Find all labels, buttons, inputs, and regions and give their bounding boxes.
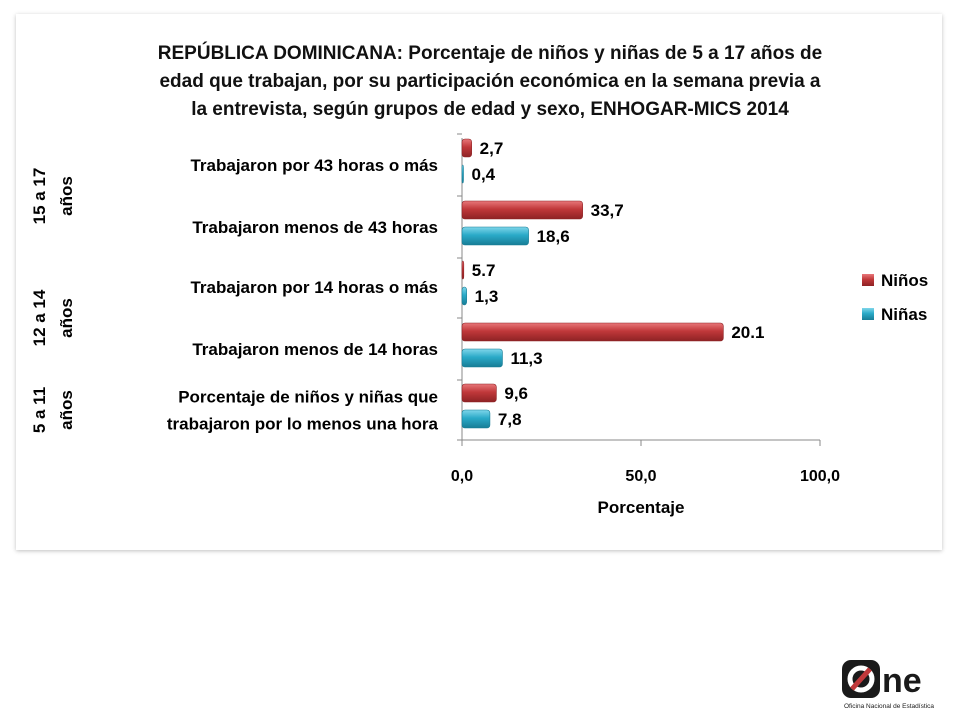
data-label-ninos: 2,7 bbox=[480, 139, 504, 158]
group-label: años bbox=[57, 176, 76, 216]
category-label: Porcentaje de niños y niñas que bbox=[178, 388, 438, 407]
category-label: trabajaron por lo menos una hora bbox=[167, 415, 439, 434]
bar-ninos bbox=[461, 138, 472, 158]
chart-title-line: REPÚBLICA DOMINICANA: Porcentaje de niño… bbox=[157, 43, 823, 64]
data-label-ninas: 11,3 bbox=[510, 349, 542, 368]
data-label-ninos: 33,7 bbox=[591, 201, 624, 220]
chart-title: REPÚBLICA DOMINICANA: Porcentaje de niño… bbox=[100, 40, 880, 124]
bar-ninos bbox=[461, 383, 497, 403]
svg-text:ne: ne bbox=[882, 662, 922, 700]
data-label-ninas: 7,8 bbox=[498, 410, 522, 429]
bar-ninas bbox=[461, 348, 503, 368]
legend-label: Niñas bbox=[881, 305, 927, 324]
group-label: 5 a 11 bbox=[30, 387, 49, 433]
bar-ninas bbox=[461, 286, 467, 306]
data-label-ninos: 20.1 bbox=[731, 323, 764, 342]
chart-title-line: edad que trabajan, por su participación … bbox=[159, 71, 821, 92]
bar-ninas bbox=[461, 409, 491, 429]
category-label: Trabajaron por 14 horas o más bbox=[190, 278, 438, 297]
data-label-ninos: 9,6 bbox=[504, 384, 528, 403]
data-label-ninas: 0,4 bbox=[472, 165, 496, 184]
legend-label: Niños bbox=[881, 271, 928, 290]
group-label: 12 a 14 bbox=[30, 289, 49, 346]
group-label: años bbox=[57, 298, 76, 338]
svg-text:Oficina Nacional de Estadístic: Oficina Nacional de Estadística bbox=[844, 703, 934, 710]
x-tick-label: 0,0 bbox=[451, 468, 473, 485]
data-label-ninas: 18,6 bbox=[537, 227, 570, 246]
bar-ninas bbox=[461, 226, 529, 246]
bar-ninos bbox=[461, 260, 465, 280]
x-axis-title: Porcentaje bbox=[598, 498, 685, 517]
group-label: 15 a 17 bbox=[30, 168, 49, 225]
chart-panel bbox=[16, 14, 942, 550]
x-tick-label: 100,0 bbox=[800, 468, 840, 485]
x-tick-label: 50,0 bbox=[625, 468, 656, 485]
legend-swatch bbox=[862, 308, 874, 320]
one-logo: ne Oficina Nacional de Estadística bbox=[840, 658, 940, 712]
bar-ninos bbox=[461, 322, 724, 342]
category-label: Trabajaron por 43 horas o más bbox=[190, 156, 438, 175]
legend-swatch bbox=[862, 274, 874, 286]
chart-title-line: la entrevista, según grupos de edad y se… bbox=[191, 99, 789, 120]
category-label: Trabajaron menos de 43 horas bbox=[192, 218, 438, 237]
data-label-ninas: 1,3 bbox=[475, 287, 499, 306]
bar-ninas bbox=[461, 164, 464, 184]
data-label-ninos: 5.7 bbox=[472, 261, 496, 280]
bar-ninos bbox=[461, 200, 583, 220]
category-label: Trabajaron menos de 14 horas bbox=[192, 340, 438, 359]
group-label: años bbox=[57, 390, 76, 430]
